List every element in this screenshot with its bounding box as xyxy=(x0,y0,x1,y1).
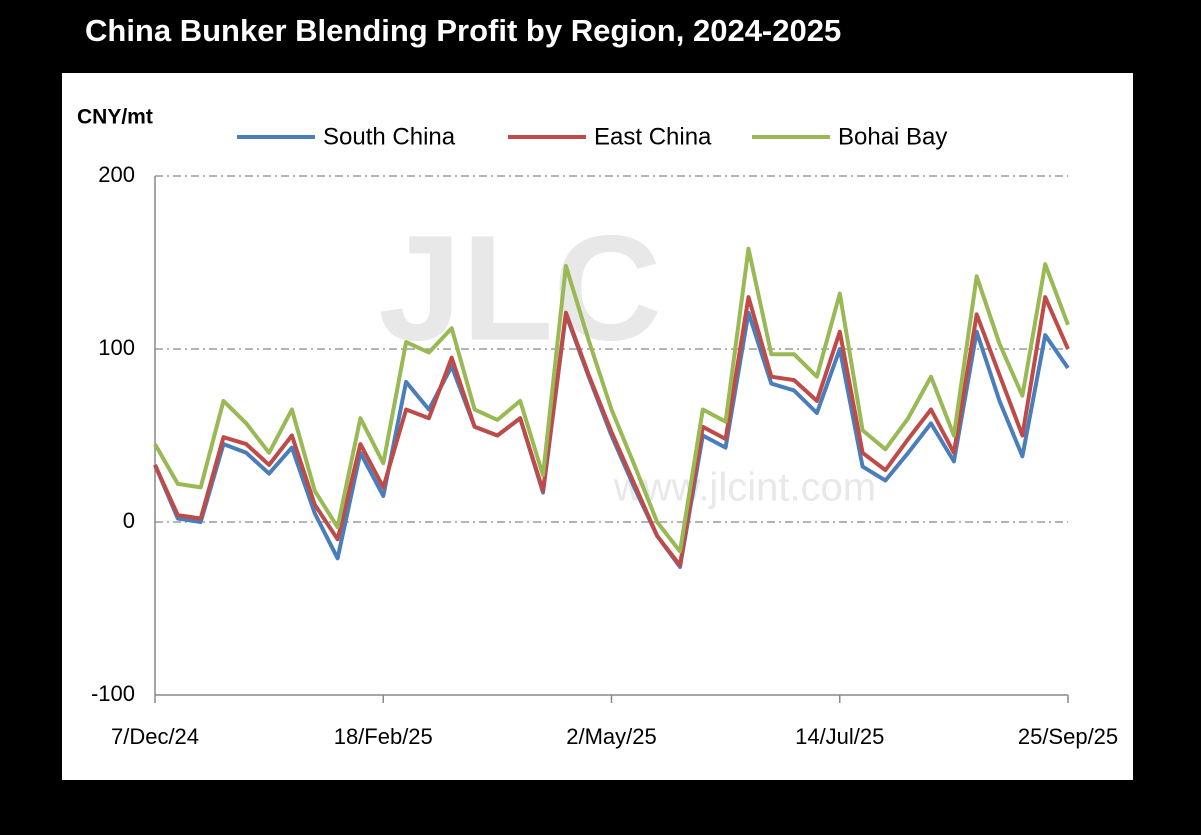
y-tick-label: 200 xyxy=(98,162,135,187)
legend-label: South China xyxy=(323,123,456,150)
y-axis-label: CNY/mt xyxy=(77,106,153,129)
x-tick-label: 14/Jul/25 xyxy=(795,724,884,749)
y-tick-label: -100 xyxy=(91,681,135,706)
watermark: www.jlcint.com xyxy=(613,466,876,510)
x-tick-label: 25/Sep/25 xyxy=(1018,724,1118,749)
x-tick-label: 7/Dec/24 xyxy=(111,724,199,749)
series-line xyxy=(153,246,1070,554)
x-tick-label: 2/May/25 xyxy=(566,724,657,749)
panel xyxy=(62,73,1133,780)
y-tick-label: 100 xyxy=(98,335,135,360)
series-line xyxy=(153,295,1070,568)
legend-label: East China xyxy=(594,123,712,150)
chart-title: China Bunker Blending Profit by Region, … xyxy=(85,13,841,48)
y-tick-label: 0 xyxy=(123,508,135,533)
watermark: JLC xyxy=(378,204,661,372)
x-tick-label: 18/Feb/25 xyxy=(334,724,433,749)
legend-label: Bohai Bay xyxy=(838,123,947,150)
